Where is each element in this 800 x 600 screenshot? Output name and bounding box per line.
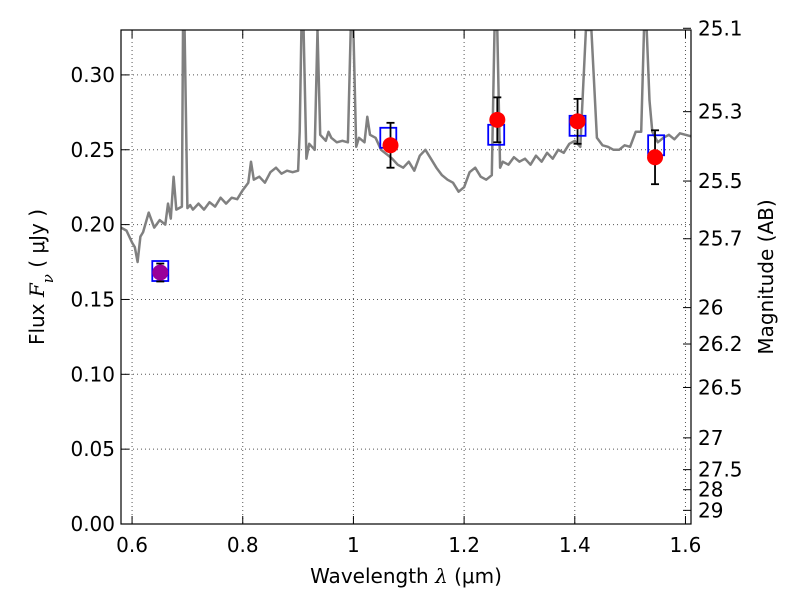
- y-tick-label: 0.30: [70, 63, 115, 87]
- x-tick-label: 1.4: [559, 533, 591, 557]
- observed-marker: [382, 137, 399, 154]
- observed-marker: [152, 264, 169, 281]
- y-tick-label: 0.25: [70, 138, 115, 162]
- right-tick-label: 28: [698, 478, 723, 502]
- right-tick-label: 27: [698, 426, 723, 450]
- right-tick-label: 25.3: [698, 100, 743, 124]
- x-axis-ticks: 0.6 0.8 1 1.2 1.4 1.6: [116, 30, 701, 557]
- y-axis-label-prefix: Flux: [25, 297, 49, 345]
- observed-marker: [647, 149, 664, 166]
- x-tick-label: 0.8: [227, 533, 259, 557]
- right-tick-label: 26: [698, 296, 723, 320]
- y-axis-label-nu: ν: [39, 274, 57, 283]
- plot-frame: [120, 29, 692, 525]
- y-tick-label: 0.00: [70, 512, 115, 536]
- right-tick-label: 26.5: [698, 375, 743, 399]
- observed-marker: [569, 113, 586, 130]
- y-tick-label: 0.05: [70, 437, 115, 461]
- right-tick-label: 27.5: [698, 458, 743, 482]
- right-axis-label: Magnitude (AB): [754, 199, 778, 354]
- right-tick-label: 26.2: [698, 332, 743, 356]
- observed-photometry-markers: [152, 96, 664, 283]
- x-axis-label-unit: (μm): [448, 564, 502, 588]
- x-axis-label: Wavelength λ (μm): [310, 564, 502, 588]
- x-axis-label-prefix: Wavelength: [310, 564, 435, 588]
- model-spectrum-line: [121, 30, 691, 264]
- plot-area: [121, 30, 691, 283]
- right-tick-label: 25.5: [698, 169, 743, 193]
- y-axis-ticks: 0.00 0.05 0.10 0.15 0.20 0.25 0.30: [70, 63, 129, 536]
- right-tick-label: 25.7: [698, 227, 743, 251]
- y-axis-label-unit: ( μJy ): [25, 209, 49, 274]
- right-tick-label: 25.1: [698, 16, 743, 40]
- right-tick-label: 29: [698, 498, 723, 522]
- y-tick-label: 0.15: [70, 287, 115, 311]
- observed-marker: [489, 111, 506, 128]
- x-axis-label-lambda: λ: [434, 564, 448, 588]
- y-axis-label-f: F: [25, 282, 49, 298]
- y-tick-label: 0.20: [70, 213, 115, 237]
- y-tick-label: 0.10: [70, 362, 115, 386]
- x-tick-label: 1.6: [670, 533, 702, 557]
- y-axis-label: Flux Fν ( μJy ): [25, 209, 57, 345]
- x-tick-label: 1.2: [448, 533, 480, 557]
- x-tick-label: 0.6: [116, 533, 148, 557]
- x-tick-label: 1: [347, 533, 360, 557]
